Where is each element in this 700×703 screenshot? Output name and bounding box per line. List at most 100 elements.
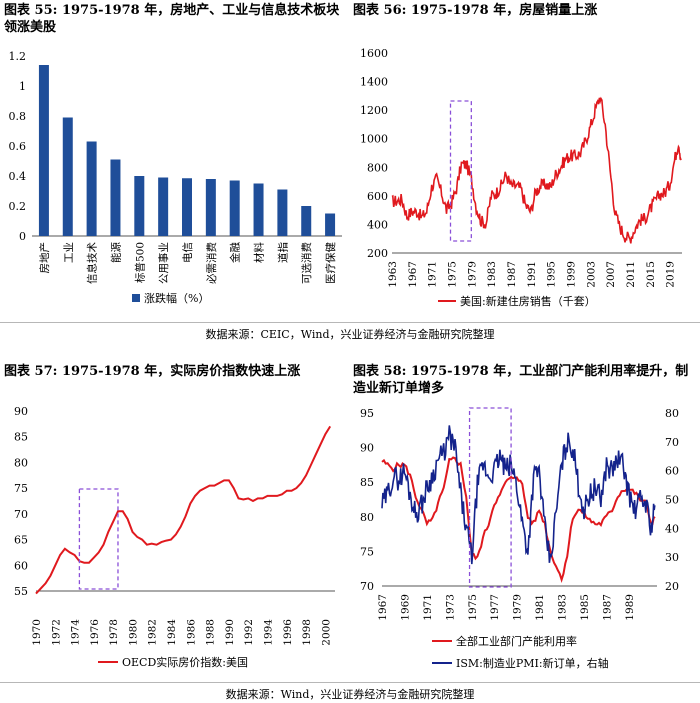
chart58-xtick-label: 1981 bbox=[534, 594, 546, 621]
chart57-xtick-label: 1982 bbox=[147, 619, 159, 646]
chart57-ytick-label: 60 bbox=[14, 559, 28, 572]
chart57-xtick-label: 1970 bbox=[31, 619, 43, 646]
chart57-xtick-label: 1994 bbox=[262, 619, 274, 646]
chart58-title: 图表 58: 1975-1978 年，工业部门产能利用率提升，制造业新订单增多 bbox=[353, 363, 698, 397]
chart58-title-text: 1975-1978 年，工业部门产能利用率提升，制造业新订单增多 bbox=[353, 364, 689, 396]
chart57-ytick-label: 70 bbox=[14, 508, 28, 521]
chart57-xtick-label: 1990 bbox=[224, 619, 236, 646]
chart58-xtick-label: 1979 bbox=[512, 594, 524, 621]
chart58-highlight-box bbox=[468, 407, 512, 588]
chart55-bar bbox=[253, 183, 264, 236]
chart55-ytick-label: 1 bbox=[19, 80, 26, 93]
chart56-xtick-label: 1987 bbox=[506, 261, 518, 288]
chart57-title: 图表 57: 1975-1978 年，实际房价指数快速上涨 bbox=[4, 363, 344, 380]
chart58-pmi-line bbox=[381, 425, 656, 565]
chart58-legend-label-pmi: ISM:制造业PMI:新订单，右轴 bbox=[456, 656, 609, 670]
chart56-xtick-label: 2019 bbox=[665, 261, 677, 288]
chart56-title-text: 1975-1978 年，房屋销量上涨 bbox=[410, 3, 598, 18]
chart58-left-ytick-label: 70 bbox=[360, 580, 374, 593]
chart57-ytick-label: 90 bbox=[14, 405, 28, 418]
chart55-category-label: 公用事业 bbox=[157, 242, 170, 284]
chart55-category-label: 房地产 bbox=[38, 242, 51, 274]
chart58-left-ytick-label: 85 bbox=[360, 476, 374, 489]
chart55-bar bbox=[62, 117, 73, 236]
chart55-bar bbox=[277, 189, 288, 236]
chart56-ytick-label: 800 bbox=[367, 161, 388, 174]
chart56-ytick-label: 1200 bbox=[360, 104, 388, 117]
chart57-legend-label: OECD实际房价指数:美国 bbox=[122, 655, 248, 669]
chart58-xtick-label: 1973 bbox=[444, 594, 456, 621]
chart58-right-ytick-label: 50 bbox=[665, 494, 679, 507]
chart56-xtick-label: 2007 bbox=[605, 261, 617, 288]
chart58-capacity-line bbox=[381, 456, 656, 584]
chart58-right-ytick-label: 20 bbox=[665, 580, 679, 593]
chart57-ytick-label: 85 bbox=[14, 431, 28, 444]
chart55-number: 图表 55: bbox=[4, 3, 58, 18]
chart55-category-label: 标普500 bbox=[133, 242, 146, 283]
chart55-bar bbox=[182, 178, 192, 236]
chart57-xtick-label: 1984 bbox=[166, 619, 178, 646]
chart58-left-ytick-label: 90 bbox=[360, 442, 374, 455]
chart56-xtick-label: 2015 bbox=[645, 261, 657, 288]
chart58-right-ytick-label: 70 bbox=[665, 436, 679, 449]
chart55-ytick-label: 0.6 bbox=[9, 140, 27, 153]
chart56-xtick-label: 1975 bbox=[446, 261, 458, 288]
chart56-ytick-label: 400 bbox=[367, 218, 388, 231]
chart57-ytick-label: 80 bbox=[14, 456, 28, 469]
chart57-ytick-label: 65 bbox=[14, 534, 28, 547]
chart56-xtick-label: 2011 bbox=[625, 261, 637, 288]
chart56-ytick-label: 1000 bbox=[360, 133, 388, 146]
chart57-xtick-label: 1972 bbox=[50, 619, 62, 646]
chart55-category-label: 医疗保健 bbox=[324, 242, 337, 284]
chart55-legend-swatch bbox=[132, 294, 140, 302]
chart57-xtick-label: 1978 bbox=[108, 619, 120, 646]
chart56-xtick-label: 2003 bbox=[585, 261, 597, 288]
chart58-right-ytick-label: 60 bbox=[665, 465, 679, 478]
chart56-ytick-label: 1400 bbox=[360, 76, 388, 89]
chart55-ytick-label: 0.4 bbox=[9, 170, 27, 183]
chart55-category-label: 工业 bbox=[63, 242, 75, 263]
chart58-xtick-label: 1985 bbox=[579, 594, 591, 621]
chart58-right-ytick-label: 40 bbox=[665, 522, 679, 535]
chart55-title-text: 1975-1978 年，房地产、工业与信息技术板块领涨美股 bbox=[4, 3, 340, 35]
chart56-highlight-box bbox=[449, 100, 472, 242]
chart57-series-line bbox=[35, 425, 332, 595]
chart55-category-label: 材料 bbox=[253, 242, 266, 263]
chart55-ytick-label: 0.2 bbox=[9, 200, 27, 213]
chart55-bar bbox=[158, 177, 169, 236]
chart56-legend-label: 美国:新建住房销售（千套） bbox=[460, 294, 596, 308]
divider-bottom bbox=[0, 682, 700, 683]
chart57-ytick-label: 55 bbox=[14, 585, 28, 598]
chart58-legend-label-capacity: 全部工业部门产能利用率 bbox=[456, 634, 577, 648]
chart56-xtick-label: 1979 bbox=[466, 261, 478, 288]
chart57-xtick-label: 1974 bbox=[70, 619, 82, 646]
chart56-ytick-label: 200 bbox=[367, 247, 388, 260]
chart55-ytick-label: 1.2 bbox=[9, 50, 27, 63]
chart56-xtick-label: 1983 bbox=[486, 261, 498, 288]
chart55-bar bbox=[86, 141, 97, 236]
chart55-bar bbox=[301, 206, 312, 236]
chart56-xtick-label: 1991 bbox=[526, 261, 538, 288]
chart58-left-ytick-label: 75 bbox=[360, 545, 374, 558]
chart58-xtick-label: 1971 bbox=[422, 594, 434, 621]
chart56-ytick-label: 600 bbox=[367, 190, 388, 203]
chart55-category-label: 道指 bbox=[276, 242, 289, 263]
chart55-title: 图表 55: 1975-1978 年，房地产、工业与信息技术板块领涨美股 bbox=[4, 2, 344, 36]
chart57-xtick-label: 1986 bbox=[185, 619, 197, 646]
chart58-xtick-label: 1983 bbox=[557, 594, 569, 621]
chart56-ytick-label: 1600 bbox=[360, 47, 388, 60]
chart55-bar bbox=[229, 180, 240, 236]
chart58-left-ytick-label: 95 bbox=[360, 407, 374, 420]
divider-top bbox=[0, 322, 700, 323]
chart56-number: 图表 56: bbox=[353, 3, 407, 18]
chart55-category-label: 必需消费 bbox=[205, 242, 218, 284]
chart58-xtick-label: 1975 bbox=[467, 594, 479, 621]
chart58-xtick-label: 1989 bbox=[624, 594, 636, 621]
chart55-bar bbox=[205, 179, 216, 236]
chart55-category-label: 可选消费 bbox=[300, 242, 313, 284]
chart57-ytick-label: 75 bbox=[14, 482, 28, 495]
chart55-category-label: 能源 bbox=[109, 242, 122, 263]
chart56-title: 图表 56: 1975-1978 年，房屋销量上涨 bbox=[353, 2, 698, 19]
chart55-category-label: 金融 bbox=[229, 242, 242, 263]
